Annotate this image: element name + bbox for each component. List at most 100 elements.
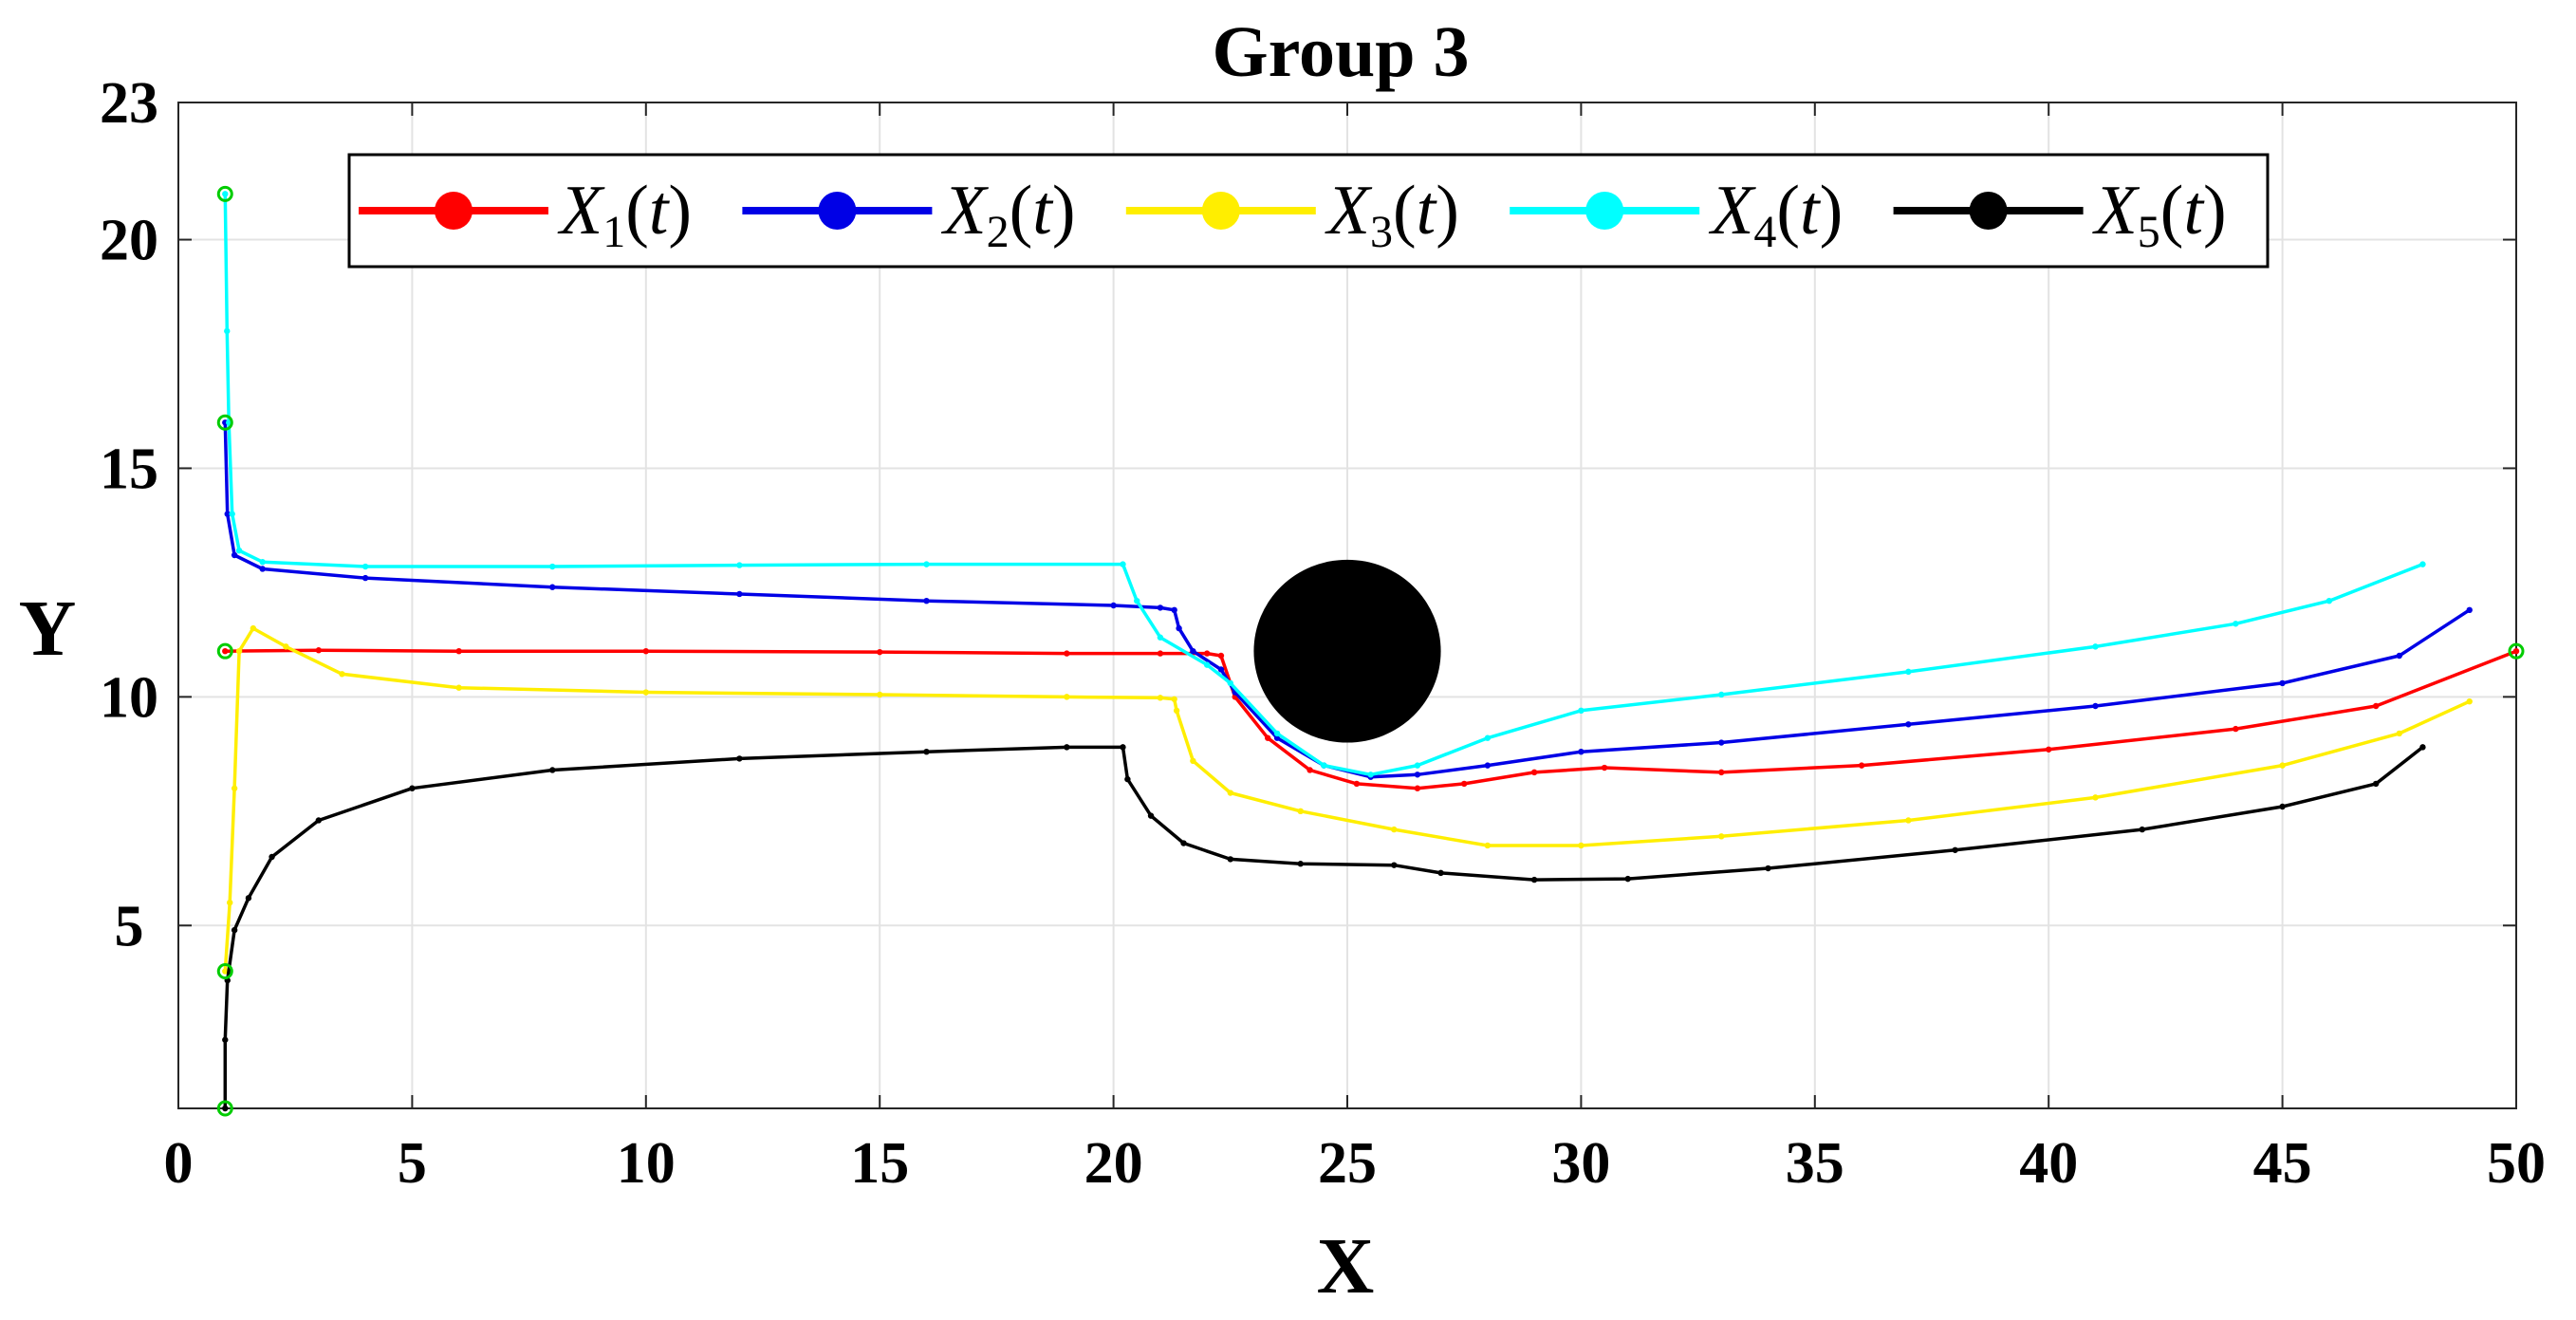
series-point [1120, 744, 1126, 751]
legend-swatch-marker [1969, 192, 2008, 230]
series-point [1297, 808, 1304, 815]
series-point [642, 689, 649, 696]
series-point [1217, 666, 1225, 673]
series-point [642, 647, 649, 655]
y-tick-label: 23 [100, 71, 158, 136]
series-x1 [222, 647, 2520, 791]
series-point [409, 785, 416, 791]
series-line [223, 745, 2424, 1108]
series-point [231, 551, 238, 559]
series-point [2279, 679, 2286, 687]
series-point [2326, 597, 2333, 604]
series-point [2046, 746, 2052, 753]
series-point [1484, 842, 1492, 849]
series-point [1173, 707, 1180, 715]
series-point [1227, 790, 1234, 796]
series-point [1718, 833, 1725, 840]
series-point [1147, 812, 1155, 819]
series-point [259, 559, 266, 566]
series-point [250, 624, 257, 632]
series-point [1461, 780, 1468, 788]
series-point [923, 597, 930, 604]
series-point [923, 748, 930, 755]
series-point [1858, 762, 1865, 769]
series-point [1157, 634, 1164, 641]
series-point [2466, 697, 2473, 705]
series-point [1484, 762, 1492, 769]
series-point [315, 817, 323, 824]
series-point [1578, 707, 1585, 715]
x-tick-label: 35 [1786, 1131, 1844, 1196]
series-point [222, 191, 229, 197]
series-point [1414, 762, 1421, 769]
series-point [2139, 826, 2145, 833]
series-x4 [222, 191, 2426, 778]
series-point [339, 671, 345, 678]
series-point [1171, 696, 1177, 702]
series-point [1391, 862, 1398, 868]
y-tick-label: 15 [100, 437, 158, 501]
series-point [2279, 803, 2286, 810]
series-point [1190, 757, 1196, 765]
series-point [224, 511, 231, 517]
series-point [231, 926, 238, 934]
x-tick-label: 5 [398, 1131, 427, 1196]
x-tick-label: 45 [2253, 1131, 2312, 1196]
legend-swatch-marker [1585, 192, 1624, 230]
legend-label: X3(t) [1325, 172, 1459, 257]
obstacle-group [1253, 559, 1441, 743]
series-point [549, 584, 556, 590]
series-point [2372, 702, 2380, 710]
series-point [1905, 817, 1912, 824]
series-point [235, 647, 243, 655]
series-point [2396, 652, 2402, 660]
chart-title: Group 3 [1212, 12, 1469, 92]
series-point [1176, 624, 1182, 632]
series-x3 [222, 624, 2473, 975]
series-point [1578, 748, 1585, 755]
x-tick-label: 0 [164, 1131, 194, 1196]
start-point-marker [216, 642, 233, 660]
legend-label: X1(t) [557, 172, 692, 257]
series-point [2512, 647, 2520, 655]
series-point [1718, 691, 1725, 698]
series-point [235, 547, 243, 554]
series-point [455, 647, 462, 655]
series-x5 [222, 744, 2426, 1112]
series-point [1367, 772, 1374, 778]
series-point [1110, 602, 1117, 609]
series-point [1190, 647, 1196, 655]
series-point [1124, 775, 1131, 783]
start-point-marker [216, 962, 233, 979]
series-point [455, 684, 462, 691]
series-point [222, 1036, 229, 1043]
series-point [1321, 762, 1327, 769]
legend: X1(t) X2(t) X3(t) X4(t) X5(t) [347, 153, 2270, 269]
series-point [222, 1105, 229, 1112]
legend-label: X5(t) [2092, 172, 2227, 257]
y-tick-label: 10 [100, 665, 158, 730]
series-point [1437, 869, 1444, 877]
series-point [1064, 694, 1070, 700]
series-point [1905, 668, 1912, 676]
series-point [2233, 725, 2239, 733]
series-point [1227, 679, 1234, 687]
series-point [1273, 734, 1281, 741]
series-point [361, 574, 369, 582]
series-point [1265, 734, 1271, 741]
series-point [1227, 856, 1234, 863]
series-point [736, 590, 743, 598]
series-point [1171, 606, 1177, 614]
y-tick-label: 5 [115, 894, 144, 958]
series-point [1064, 744, 1070, 751]
legend-entry-x3: X3(t) [1125, 172, 1459, 257]
series-point [1414, 772, 1421, 778]
legend-entry-x5: X5(t) [1893, 172, 2227, 257]
x-tick-label: 15 [850, 1131, 909, 1196]
series-point [736, 755, 743, 762]
series-point [1157, 650, 1164, 657]
series-point [361, 563, 369, 570]
series-point [229, 511, 235, 517]
goal-point-marker [2508, 642, 2525, 660]
